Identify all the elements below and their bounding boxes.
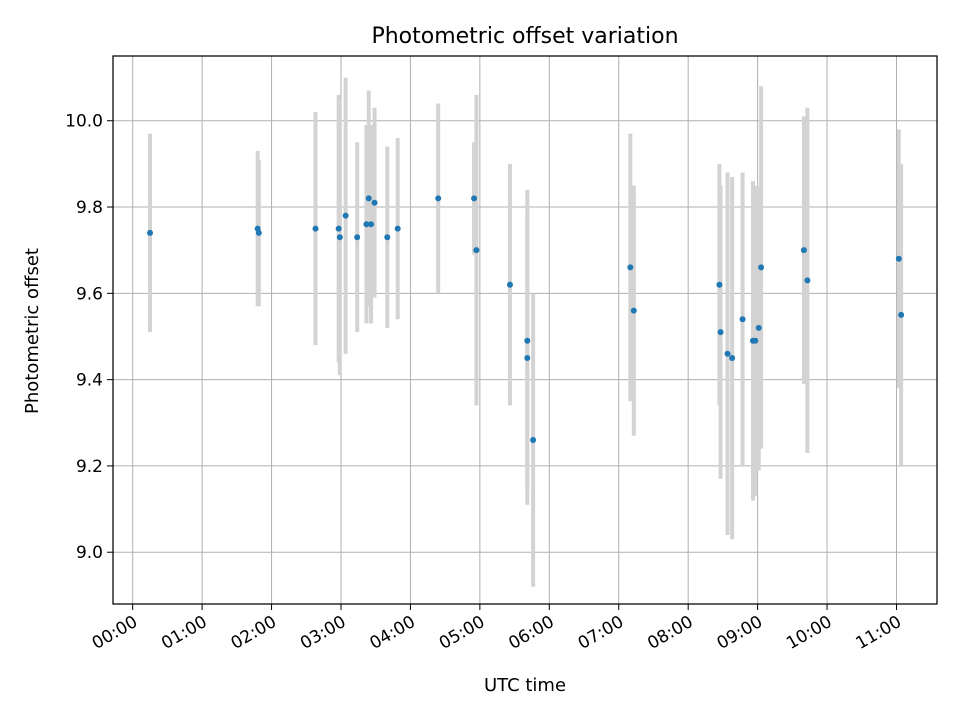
data-point [473,247,480,254]
x-tick-label: 11:00 [853,612,905,654]
data-point [394,225,401,232]
y-tick-label: 9.2 [76,457,103,477]
data-point [758,264,765,271]
x-axis-ticks: 00:00 01:00 02:00 03:00 04:00 05:00 06:00 07:00… [89,604,905,654]
y-axis-label: Photometric offset [22,248,43,414]
data-point [506,281,513,288]
data-point [371,199,378,206]
data-point [342,212,349,219]
data-points [147,195,905,444]
plot-area [112,55,938,605]
y-tick-label: 9.4 [76,371,103,391]
data-point [435,195,442,202]
x-tick-label: 05:00 [436,612,488,654]
data-point [800,247,807,254]
data-point [717,329,724,336]
y-tick-label: 9.6 [76,284,103,304]
data-point [752,337,759,344]
data-point [471,195,478,202]
data-point [363,221,370,228]
data-point [898,311,905,318]
x-tick-label: 06:00 [505,612,557,654]
x-tick-label: 01:00 [158,612,210,654]
data-point [312,225,319,232]
x-tick-label: 02:00 [228,612,280,654]
x-tick-label: 03:00 [297,612,349,654]
data-point [365,195,372,202]
chart-title: Photometric offset variation [371,24,678,49]
data-point [755,324,762,331]
x-tick-label: 09:00 [714,612,766,654]
data-point [354,234,361,241]
data-point [630,307,637,314]
data-point [384,234,391,241]
x-tick-label: 07:00 [575,612,627,654]
error-bars [148,77,904,587]
x-tick-label: 04:00 [366,612,418,654]
data-point [335,225,342,232]
data-point [739,316,746,323]
x-tick-label: 08:00 [644,612,696,654]
data-point [524,337,531,344]
x-tick-label: 00:00 [89,612,141,654]
data-point [368,221,375,228]
data-point [147,229,154,236]
data-point [524,355,531,362]
data-point [530,437,537,444]
data-point [804,277,811,284]
data-point [729,355,736,362]
y-tick-label: 9.0 [76,543,103,563]
data-point [895,255,902,262]
data-point [716,281,723,288]
data-point [255,229,262,236]
y-tick-label: 9.8 [76,198,103,218]
data-point [724,350,731,357]
grid [113,56,937,604]
y-tick-label: 10.0 [65,112,103,132]
data-point [627,264,634,271]
x-axis-label: UTC time [484,675,566,696]
y-axis-ticks: 9.0 9.2 9.4 9.6 9.8 10.0 [65,112,113,563]
data-point [336,234,343,241]
x-tick-label: 10:00 [783,612,835,654]
